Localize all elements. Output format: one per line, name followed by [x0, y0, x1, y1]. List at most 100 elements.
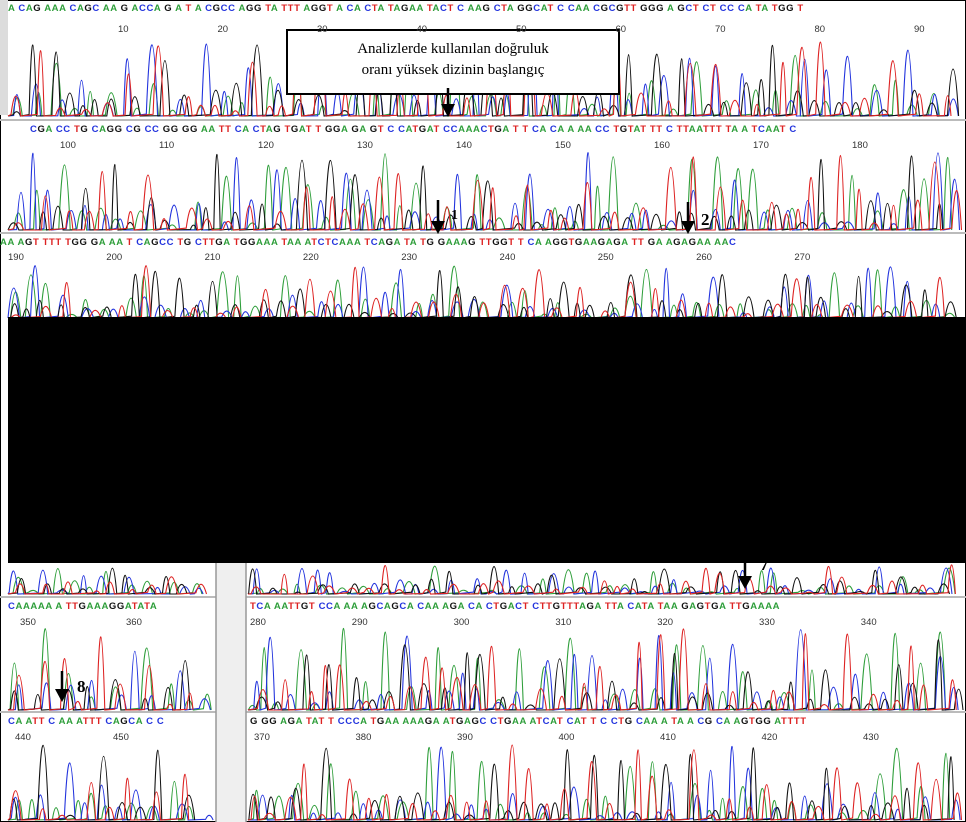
base-call: A — [582, 3, 590, 14]
base-call: G — [368, 601, 377, 612]
base-call: T — [517, 237, 525, 248]
position-tick: 230 — [401, 252, 418, 263]
base-call: G — [79, 237, 88, 248]
base-call: C — [346, 3, 354, 14]
base-call: T — [89, 716, 96, 727]
base-call: G — [677, 3, 686, 14]
base-call: A — [426, 124, 434, 135]
base-call: T — [566, 601, 574, 612]
base-call: G — [600, 3, 609, 14]
base-call: A — [270, 3, 278, 14]
base-call: G — [215, 237, 224, 248]
base-call: G — [525, 3, 534, 14]
trace-line — [7, 636, 194, 711]
base-call: A — [723, 716, 731, 727]
base-call: A — [15, 601, 23, 612]
base-call: A — [333, 601, 341, 612]
base-call: A — [409, 237, 417, 248]
base-call: T — [305, 124, 313, 135]
base-call: A — [475, 601, 483, 612]
base-call: T — [715, 124, 723, 135]
base-call: A — [383, 601, 392, 612]
position-tick: 360 — [126, 617, 142, 628]
base-call: A — [502, 124, 510, 135]
base-call: G — [351, 124, 360, 135]
base-call: C — [757, 124, 766, 135]
base-call: A — [577, 124, 585, 135]
base-call: A — [719, 601, 727, 612]
base-call: T — [624, 3, 631, 14]
base-call: A — [346, 237, 354, 248]
base-call: C — [789, 124, 797, 135]
position-tick: 270 — [794, 252, 811, 263]
base-call: C — [595, 124, 603, 135]
base-call: A — [102, 3, 111, 14]
base-call: G — [245, 3, 254, 14]
base-call: A — [25, 716, 33, 727]
base-call: G — [426, 237, 435, 248]
base-call: C — [610, 716, 619, 727]
base-call: G — [84, 3, 93, 14]
base-call: A — [733, 716, 741, 727]
base-call: A — [704, 237, 712, 248]
base-call-row-4-left: CAAAAA A TTGAAAGGATATA — [8, 601, 214, 613]
base-call: T — [74, 124, 81, 135]
base-call: T — [556, 716, 564, 727]
position-tick: 330 — [759, 617, 775, 628]
base-call: A — [453, 237, 461, 248]
marker-8-arrow — [55, 671, 69, 702]
trace-line — [7, 152, 961, 231]
base-call: T — [72, 601, 79, 612]
base-call: G — [500, 237, 509, 248]
base-call: T — [126, 237, 133, 248]
base-call: A — [655, 237, 663, 248]
base-call: G — [33, 3, 42, 14]
base-call: T — [260, 124, 266, 135]
base-call: A — [295, 716, 303, 727]
position-tick: 130 — [357, 140, 373, 151]
base-call: T — [328, 716, 335, 727]
base-call: T — [751, 124, 758, 135]
trace-line — [247, 628, 957, 711]
base-call: C — [234, 124, 243, 135]
base-call: A — [650, 716, 658, 727]
base-call: A — [750, 601, 758, 612]
base-call: A — [360, 716, 368, 727]
base-call: T — [638, 237, 645, 248]
base-call: G — [162, 124, 171, 135]
base-call: A — [442, 601, 450, 612]
base-call: T — [604, 601, 612, 612]
base-call: A — [350, 601, 359, 612]
base-call: C — [317, 237, 326, 248]
base-call: C — [156, 716, 165, 727]
base-call: A — [406, 601, 414, 612]
base-call: C — [146, 3, 154, 14]
base-call: A — [131, 3, 139, 14]
base-call: A — [175, 3, 183, 14]
base-call: C — [557, 3, 565, 14]
base-call: G — [449, 601, 458, 612]
base-call: G — [437, 237, 446, 248]
base-call: C — [593, 3, 601, 14]
base-call: A — [544, 237, 553, 248]
base-call: G — [786, 3, 795, 14]
base-call: A — [392, 716, 400, 727]
base-call: C — [716, 716, 724, 727]
base-call-row-2: CGA CC TG CAGG CG CC GG GG AA TT CA CTAG… — [30, 124, 965, 136]
base-call: A — [757, 601, 766, 612]
base-call: C — [8, 601, 16, 612]
base-call: G — [552, 601, 561, 612]
position-tick: 40 — [416, 24, 428, 35]
base-call: C — [493, 3, 502, 14]
base-call: A — [405, 124, 413, 135]
base-call: A — [670, 601, 678, 612]
base-call: C — [635, 716, 644, 727]
base-call: A — [647, 601, 655, 612]
base-call: T — [704, 601, 712, 612]
base-call: A — [774, 716, 782, 727]
base-call: G — [24, 237, 33, 248]
base-call: C — [220, 3, 229, 14]
base-call: G — [740, 716, 749, 727]
base-call: T — [630, 3, 637, 14]
